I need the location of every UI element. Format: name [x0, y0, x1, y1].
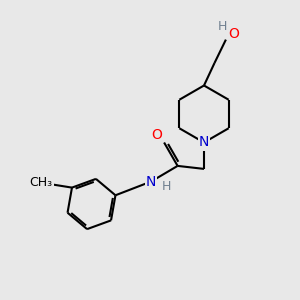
- Text: O: O: [151, 128, 162, 142]
- Text: N: N: [199, 136, 209, 149]
- Text: N: N: [146, 175, 156, 188]
- Text: CH₃: CH₃: [29, 176, 52, 189]
- Text: O: O: [228, 27, 239, 41]
- Text: H: H: [218, 20, 227, 34]
- Text: H: H: [162, 180, 172, 194]
